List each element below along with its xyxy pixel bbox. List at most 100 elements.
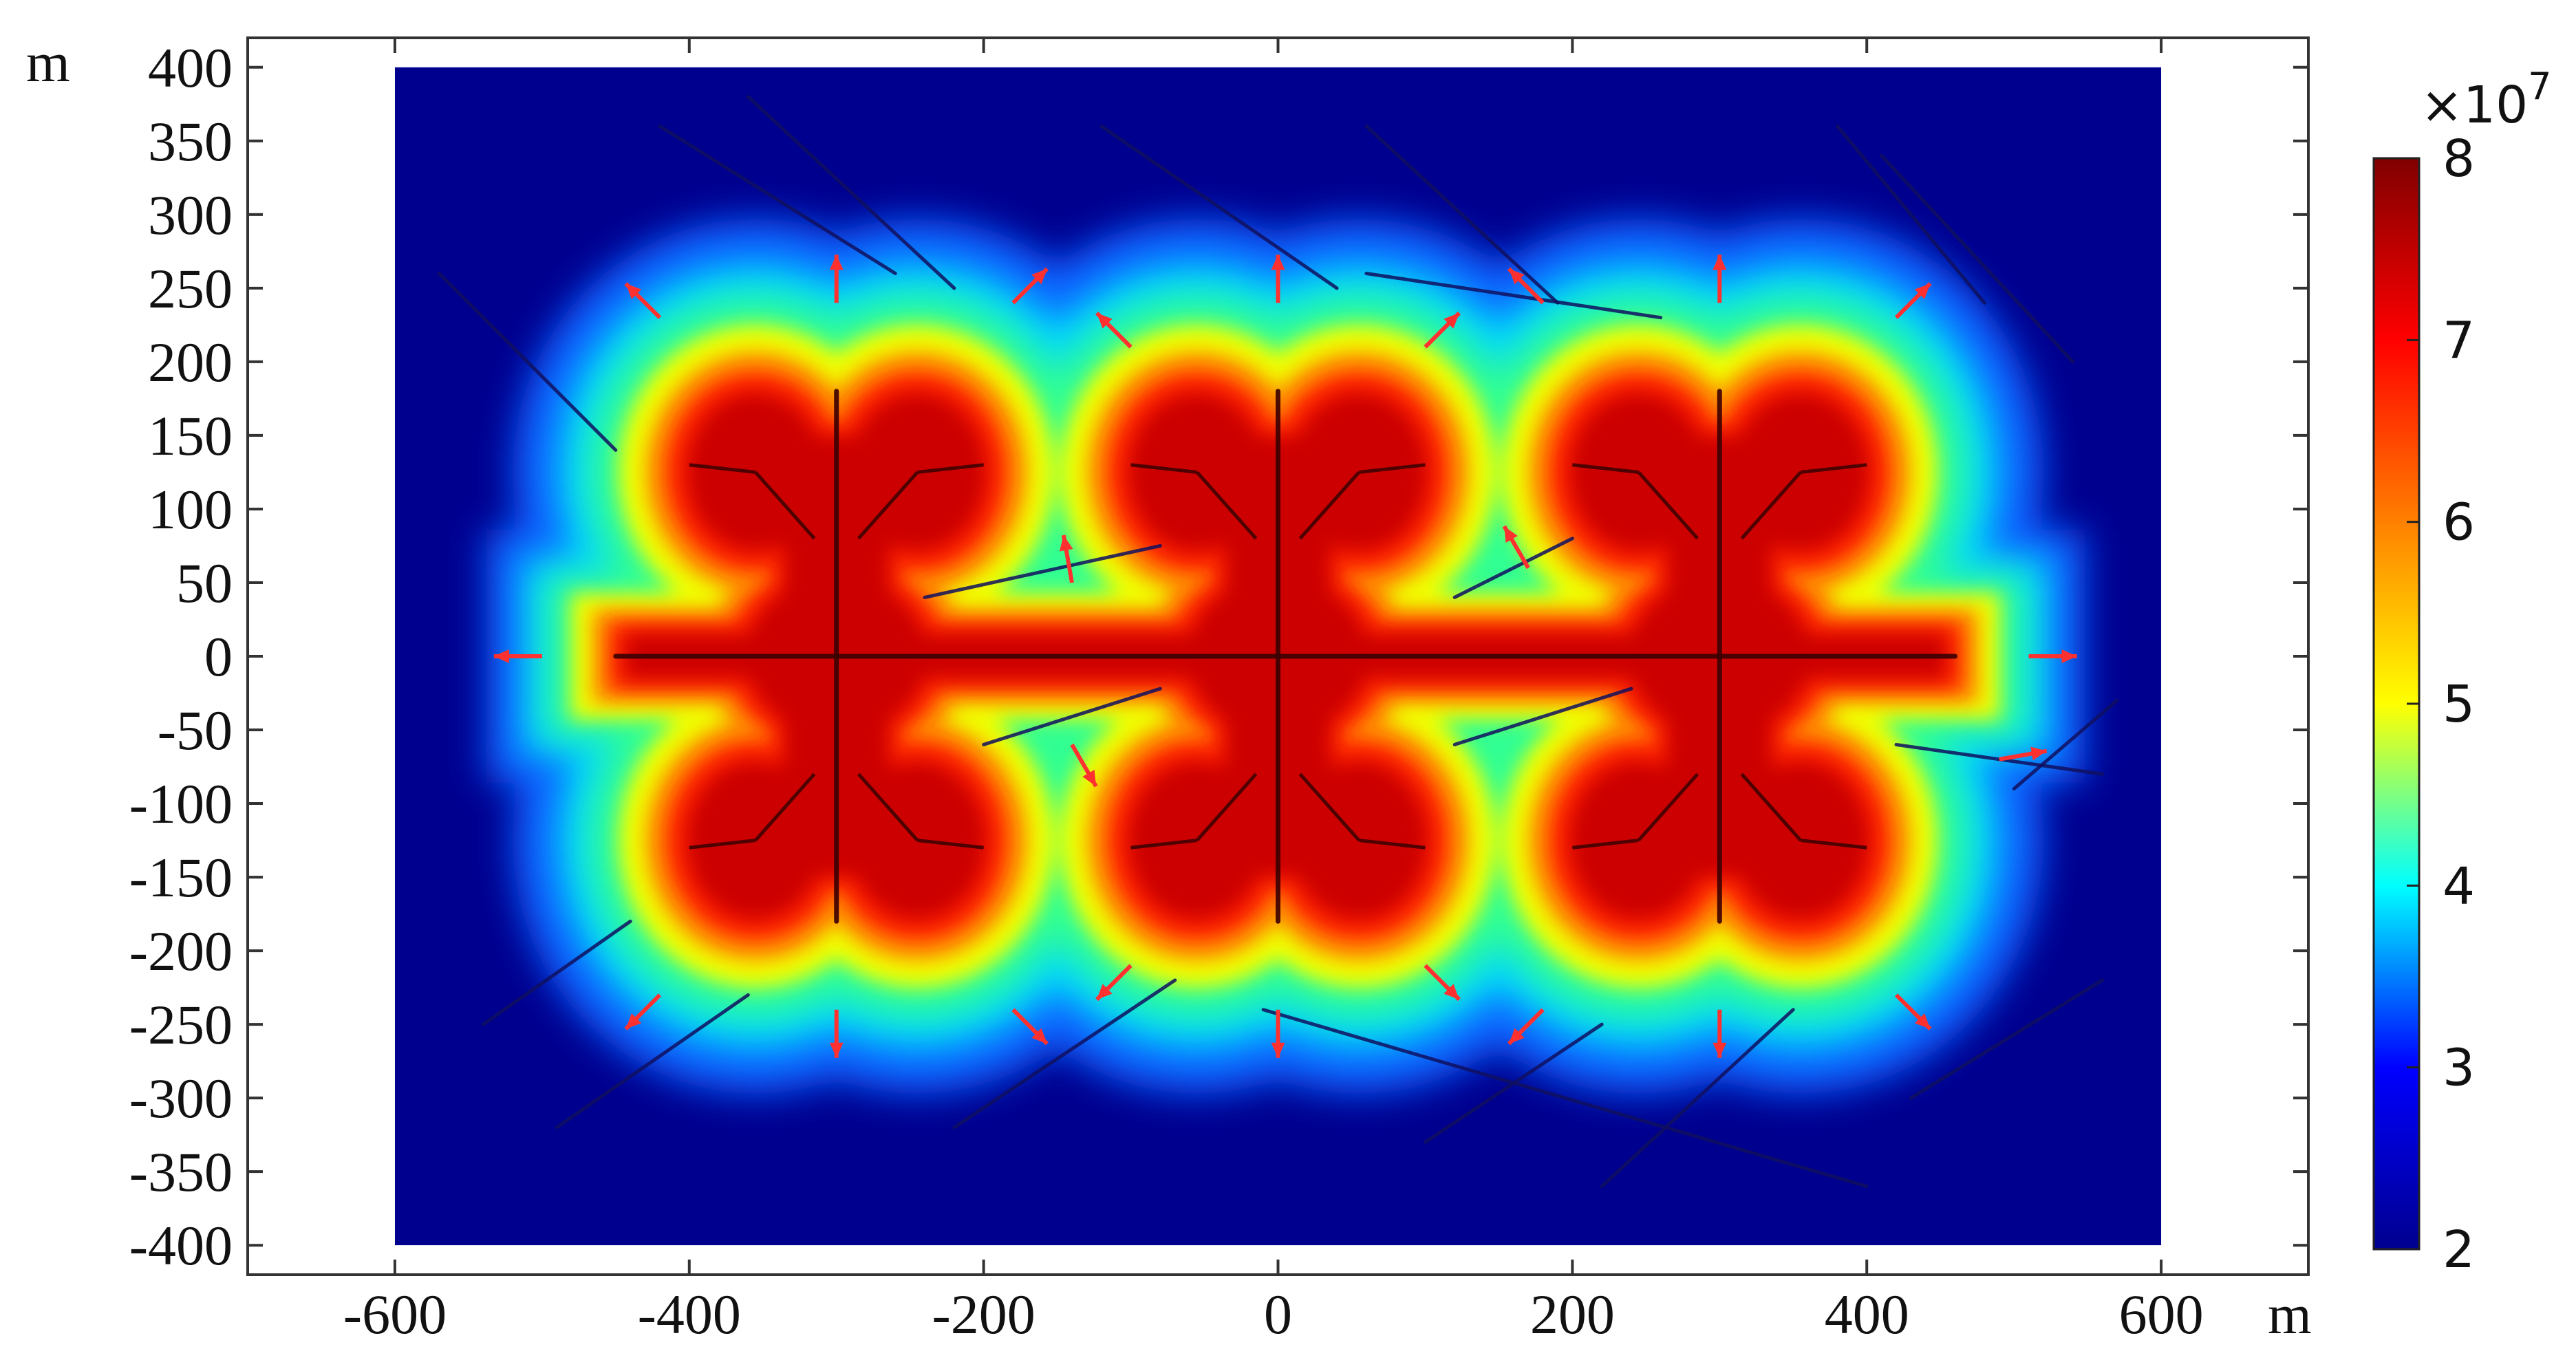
natural-fracture-line — [746, 95, 956, 290]
flux-arrow — [1271, 255, 1285, 303]
fracture-branch-line — [1130, 839, 1198, 850]
y-tick-label: -250 — [129, 993, 233, 1056]
natural-fracture-line — [982, 687, 1162, 746]
colorbar-exponent: 7 — [2528, 65, 2551, 108]
x-tick-label: -400 — [638, 1283, 741, 1346]
y-axis: 400 350 300 250 200 150 100 50 0 -50 -100 -150 -200 -… — [129, 36, 2308, 1277]
natural-fracture-line — [1600, 1008, 1795, 1189]
y-tick-label: -100 — [129, 773, 233, 835]
y-tick-label: 100 — [148, 478, 233, 541]
y-tick-label: 200 — [148, 331, 233, 393]
flux-arrow — [1502, 525, 1530, 570]
colorbar: 8 7 6 5 4 3 2 ×107 — [2372, 65, 2552, 1280]
colorbar-tick-label: 4 — [2443, 856, 2475, 916]
natural-fracture-line — [555, 993, 750, 1130]
natural-fracture-line — [1880, 153, 2075, 364]
colorbar-tick-label: 2 — [2443, 1220, 2475, 1280]
colorbar-tick-label: 8 — [2443, 129, 2475, 188]
natural-fracture-line — [437, 271, 618, 452]
flux-arrow — [493, 649, 542, 663]
natural-fracture-line — [1261, 1008, 1869, 1189]
y-tick-label: -350 — [129, 1141, 233, 1203]
fracture-branch-line — [1195, 773, 1258, 842]
fracture-branch-line — [1130, 463, 1198, 474]
x-axis: -600 -400 -200 0 200 400 600 — [343, 38, 2204, 1346]
natural-fracture-line — [658, 124, 897, 275]
x-axis-unit-label: m — [2268, 1283, 2312, 1346]
flux-arrow — [829, 1009, 844, 1058]
fracture-branch-line — [754, 471, 816, 540]
fracture-branch-line — [857, 471, 919, 540]
flux-arrow — [1271, 1009, 1285, 1058]
natural-fracture-line — [2012, 698, 2119, 791]
natural-fracture-line — [1452, 687, 1633, 746]
flux-arrow — [1507, 267, 1545, 305]
flux-arrow — [829, 255, 844, 303]
flux-arrow — [1894, 282, 1932, 319]
fracture-branch-line — [689, 839, 756, 850]
natural-fracture-line — [923, 543, 1162, 599]
y-tick-label: -400 — [129, 1214, 233, 1277]
fracture-branch-line — [1800, 463, 1867, 474]
fracture-branch-line — [689, 463, 756, 474]
fracture-network — [437, 95, 2119, 1189]
fracture-branch-line — [1298, 471, 1361, 540]
x-tick-label: 400 — [1825, 1283, 1909, 1346]
y-tick-label: -300 — [129, 1067, 233, 1130]
pressure-heatmap — [394, 67, 2162, 1246]
flux-arrow — [1713, 1009, 1727, 1058]
flux-arrow — [1095, 311, 1133, 349]
fracture-branch-line — [1572, 839, 1639, 850]
flux-arrow — [2028, 649, 2077, 663]
flux-arrow — [1011, 1008, 1049, 1046]
x-tick-label: 0 — [1264, 1283, 1292, 1346]
colorbar-multiplier: ×107 — [2421, 65, 2552, 135]
fracture-branch-line — [1358, 463, 1426, 474]
y-tick-label: -200 — [129, 920, 233, 982]
fracture-branch-line — [917, 839, 984, 850]
flux-arrow — [1507, 1008, 1545, 1046]
x-tick-label: -200 — [932, 1283, 1035, 1346]
flux-arrow — [624, 993, 662, 1030]
colorbar-tick-label: 3 — [2443, 1039, 2475, 1098]
flux-arrow — [1999, 746, 2048, 762]
natural-fracture-line — [1099, 124, 1339, 290]
colorbar-tick-label: 6 — [2443, 493, 2475, 552]
flux-arrow — [1424, 311, 1461, 349]
flux-arrows — [493, 255, 2077, 1058]
x-tick-label: -600 — [343, 1283, 447, 1346]
y-tick-label: 0 — [204, 625, 233, 688]
fracture-branch-line — [1195, 471, 1258, 540]
flux-arrow — [1070, 743, 1098, 788]
x-tick-label: 600 — [2119, 1283, 2204, 1346]
flux-arrow — [1011, 267, 1049, 305]
fracture-branch-line — [1572, 463, 1639, 474]
y-tick-label: 350 — [148, 110, 233, 173]
natural-fracture-line — [481, 919, 632, 1026]
y-tick-label: -50 — [158, 699, 233, 762]
x-tick-label: 200 — [1530, 1283, 1615, 1346]
fracture-branch-line — [1740, 773, 1802, 842]
fracture-branch-line — [1298, 773, 1361, 842]
y-axis-unit-label: m — [26, 31, 70, 94]
flux-arrow — [1424, 964, 1461, 1002]
fracture-branch-line — [754, 773, 816, 842]
natural-fracture-line — [1909, 978, 2104, 1100]
fracture-branch-line — [1637, 773, 1699, 842]
fracture-branch-line — [1358, 839, 1426, 850]
natural-fracture-line — [1423, 1022, 1604, 1144]
fracture-branch-line — [857, 773, 919, 842]
y-tick-label: 50 — [176, 552, 233, 614]
y-tick-label: 250 — [148, 257, 233, 320]
flux-arrow — [1059, 535, 1074, 583]
natural-fracture-line — [1452, 537, 1574, 599]
y-tick-label: 400 — [148, 36, 233, 99]
flux-arrow — [624, 282, 662, 319]
natural-fracture-line — [1364, 271, 1663, 320]
fracture-branch-line — [1637, 471, 1699, 540]
flux-arrow — [1713, 255, 1727, 303]
fracture-branch-line — [1800, 839, 1867, 850]
y-tick-label: 150 — [148, 404, 233, 467]
natural-fracture-line — [952, 978, 1177, 1130]
